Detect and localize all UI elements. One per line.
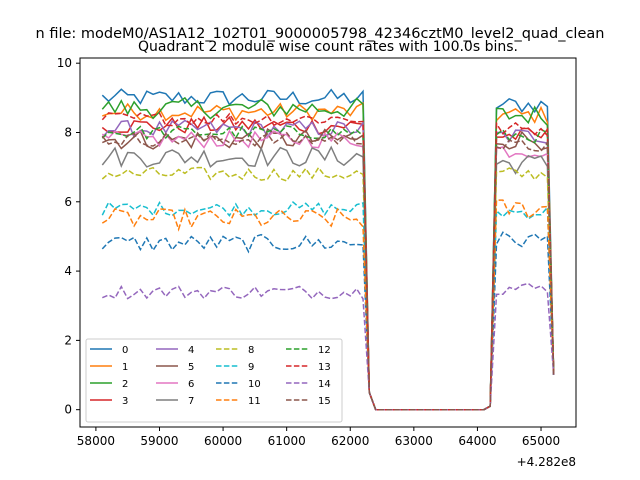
legend-label-4: 4 <box>188 345 194 356</box>
plot-area-frame <box>79 57 577 428</box>
y-tick-label: 0 <box>64 403 72 417</box>
legend-label-14: 14 <box>318 379 331 390</box>
y-axis: 0 2 4 6 8 10 <box>57 56 80 417</box>
x-tick-label: 61000 <box>268 434 306 448</box>
y-tick-label: 6 <box>64 195 72 209</box>
legend-label-12: 12 <box>318 345 331 356</box>
y-tick-label: 10 <box>57 56 72 70</box>
legend-label-6: 6 <box>188 379 194 390</box>
legend-label-10: 10 <box>248 379 261 390</box>
x-axis-offset-label: +4.282e8 <box>517 455 576 469</box>
legend-label-9: 9 <box>248 362 254 373</box>
series-line-15 <box>101 131 555 411</box>
x-tick-label: 63000 <box>395 434 433 448</box>
series-line-12 <box>101 125 555 411</box>
x-tick-label: 65000 <box>522 434 560 448</box>
legend-label-8: 8 <box>248 345 254 356</box>
legend-label-13: 13 <box>318 362 331 373</box>
x-axis: 58000 59000 60000 61000 62000 63000 64000 65000 <box>77 427 560 448</box>
legend-frame <box>85 338 343 423</box>
x-tick-label: 64000 <box>458 434 496 448</box>
legend-label-5: 5 <box>188 362 194 373</box>
y-tick-label: 4 <box>64 264 72 278</box>
figure-suptitle: n file: modeM0/AS1A12_102T01_9000005798_… <box>36 26 605 42</box>
y-tick-label: 8 <box>64 125 72 139</box>
legend-label-2: 2 <box>122 379 128 390</box>
x-tick-label: 60000 <box>204 434 242 448</box>
x-tick-label: 58000 <box>77 434 115 448</box>
legend-label-0: 0 <box>122 345 128 356</box>
series-layer <box>101 88 555 411</box>
x-tick-label: 59000 <box>140 434 178 448</box>
x-tick-label: 62000 <box>331 434 369 448</box>
legend-label-15: 15 <box>318 396 331 407</box>
y-tick-label: 2 <box>64 333 72 347</box>
chart-title: Quadrant 2 module wise count rates with … <box>138 39 518 55</box>
legend-label-3: 3 <box>122 396 128 407</box>
legend-label-7: 7 <box>188 396 194 407</box>
legend-label-11: 11 <box>248 396 261 407</box>
legend-label-1: 1 <box>122 362 128 373</box>
